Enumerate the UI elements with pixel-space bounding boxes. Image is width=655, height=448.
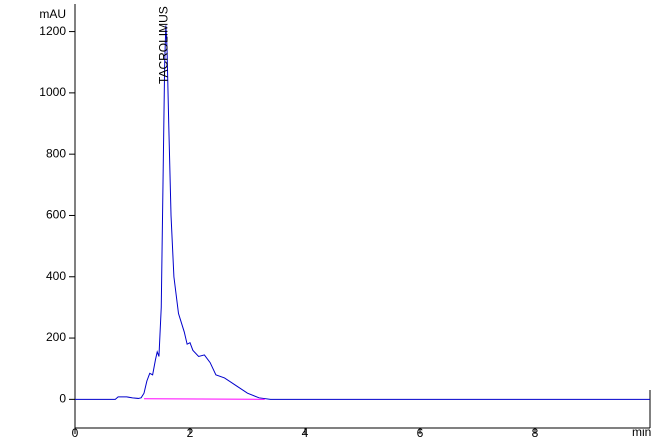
- x-tick-label: 0: [72, 426, 79, 440]
- peak-label: TACROLIMUS: [156, 6, 170, 84]
- y-tick-label: 0: [59, 392, 66, 406]
- y-tick-label: 400: [46, 269, 66, 283]
- trace: [143, 398, 265, 400]
- x-tick-label: 2: [187, 426, 194, 440]
- x-tick-label: 8: [532, 426, 539, 440]
- x-tick-label: 4: [302, 426, 309, 440]
- y-tick-label: 1000: [39, 85, 66, 99]
- y-tick-label: 200: [46, 330, 66, 344]
- y-tick-label: 800: [46, 146, 66, 160]
- y-unit: mAU: [39, 7, 66, 21]
- trace: [75, 25, 650, 400]
- y-tick-label: 1200: [39, 24, 66, 38]
- x-unit: min: [632, 425, 651, 439]
- y-tick-label: 600: [46, 208, 66, 222]
- x-tick-label: 6: [417, 426, 424, 440]
